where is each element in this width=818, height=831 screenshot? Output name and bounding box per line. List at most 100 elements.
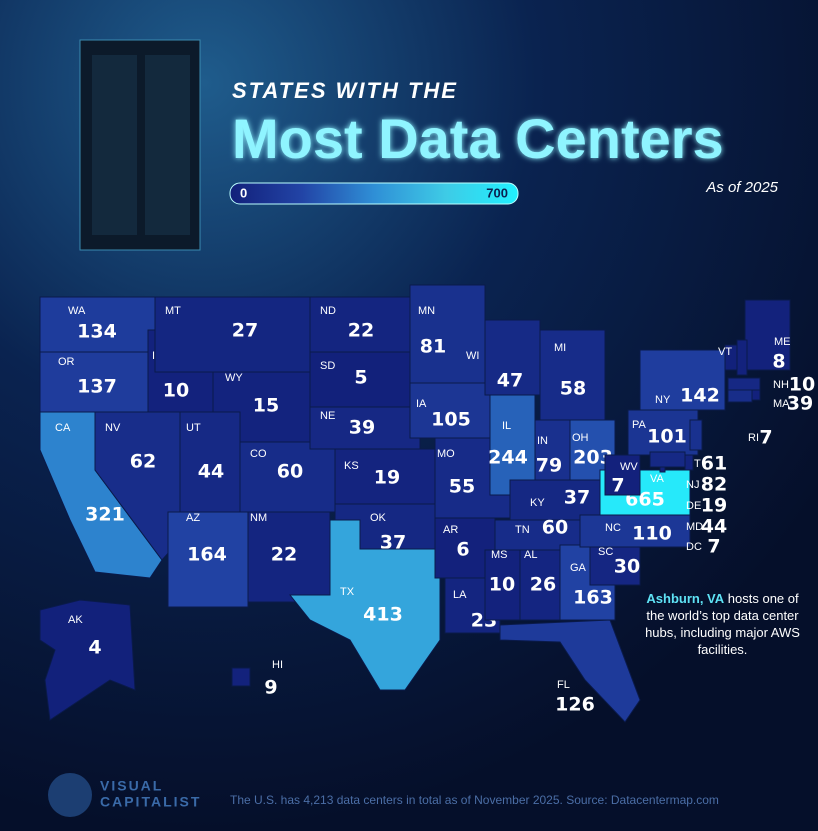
annotation-highlight: Ashburn, VA: [646, 591, 725, 606]
state-abbr: AR: [443, 524, 458, 536]
server-door: [92, 55, 137, 235]
state: [484, 549, 521, 621]
logo: [48, 773, 92, 817]
state-value: 30: [614, 556, 640, 578]
state-abbr: KY: [530, 497, 545, 509]
state: [751, 389, 761, 401]
state: [247, 511, 331, 603]
state: [409, 284, 486, 384]
state: [489, 394, 536, 496]
state: [744, 299, 791, 371]
state-abbr: NE: [320, 410, 335, 422]
map: WA134OR137CA321NV62ID10MT27WY15UT44CO60A…: [39, 284, 815, 723]
state: [239, 441, 336, 513]
state-value: 10: [489, 574, 515, 596]
state-value: 137: [77, 376, 117, 398]
state-abbr: UT: [186, 422, 201, 434]
source: The U.S. has 4,213 data centers in total…: [230, 793, 719, 807]
legend-max: 700: [486, 185, 508, 200]
state-abbr: LA: [453, 589, 467, 601]
annotation: Ashburn, VA hosts one of the world’s top…: [640, 590, 805, 658]
state: [639, 349, 726, 411]
state-value: 6: [456, 539, 469, 561]
annotation-text: hosts one of the world’s top data center…: [645, 591, 800, 657]
state: [727, 377, 761, 391]
state: [39, 351, 149, 413]
state-abbr: OH: [572, 432, 589, 444]
state: [727, 389, 753, 403]
state-abbr: WY: [225, 372, 243, 384]
state-abbr: NC: [605, 522, 621, 534]
state: [689, 419, 703, 451]
state-value: 105: [431, 409, 471, 431]
state: [659, 466, 666, 473]
state-value: 82: [701, 474, 727, 496]
state-value: 7: [707, 536, 720, 558]
state-abbr: WA: [68, 305, 86, 317]
legend-bar: [229, 182, 519, 205]
state-abbr: GA: [570, 562, 587, 574]
subtitle: As of 2025: [705, 179, 778, 196]
state-value: 37: [380, 532, 406, 554]
state: [167, 511, 249, 608]
state-value: 79: [536, 455, 562, 477]
state-value: 142: [680, 385, 720, 407]
title: Most Data Centers: [232, 107, 724, 170]
state-value: 22: [348, 320, 374, 342]
state-value: 203: [573, 447, 613, 469]
state: [736, 339, 748, 376]
state-value: 27: [232, 320, 258, 342]
state-abbr: OK: [370, 512, 387, 524]
state-value: 5: [354, 367, 367, 389]
state-abbr: TX: [340, 586, 355, 598]
state: [499, 619, 641, 723]
state-value: 61: [701, 453, 727, 475]
brand-bottom: CAPITALIST: [100, 794, 201, 810]
state-value: 19: [701, 495, 727, 517]
state-value: 126: [555, 694, 595, 716]
state-value: 62: [130, 451, 156, 473]
state: [309, 406, 421, 450]
state-value: 244: [488, 447, 528, 469]
state-abbr: DE: [686, 500, 701, 512]
state-abbr: IA: [416, 398, 427, 410]
state-value: 110: [632, 523, 672, 545]
state-abbr: NV: [105, 422, 121, 434]
state: [539, 329, 606, 421]
state-abbr: KS: [344, 460, 359, 472]
state-abbr: MN: [418, 305, 435, 317]
state-abbr: IL: [502, 420, 511, 432]
state-abbr: WI: [466, 350, 479, 362]
state-value: 413: [363, 604, 403, 626]
state-value: 60: [277, 461, 303, 483]
state-value: 10: [163, 380, 189, 402]
state: [231, 667, 251, 687]
state-abbr: MA: [773, 398, 790, 410]
state-abbr: OR: [58, 356, 75, 368]
brand-top: VISUAL: [100, 778, 163, 794]
state-abbr: MI: [554, 342, 566, 354]
state-value: 4: [88, 637, 101, 659]
state-value: 26: [530, 574, 556, 596]
state-value: 8: [772, 351, 785, 373]
state-value: 163: [573, 587, 613, 609]
state-value: 47: [497, 370, 523, 392]
state-abbr: WV: [620, 461, 638, 473]
state-value: 60: [542, 517, 568, 539]
state: [579, 514, 691, 548]
state-value: 81: [420, 336, 446, 358]
state-abbr: ND: [320, 305, 336, 317]
state-value: 7: [759, 427, 772, 449]
state-value: 39: [787, 393, 813, 415]
state-value: 15: [253, 395, 279, 417]
state-abbr: ME: [774, 336, 791, 348]
state: [334, 448, 436, 505]
state-value: 44: [701, 516, 727, 538]
server-door: [145, 55, 190, 235]
state-abbr: MS: [491, 549, 508, 561]
state: [519, 549, 561, 621]
state-value: 39: [349, 417, 375, 439]
state-abbr: NJ: [686, 479, 699, 491]
state-abbr: MD: [686, 521, 703, 533]
state-abbr: IN: [537, 435, 548, 447]
